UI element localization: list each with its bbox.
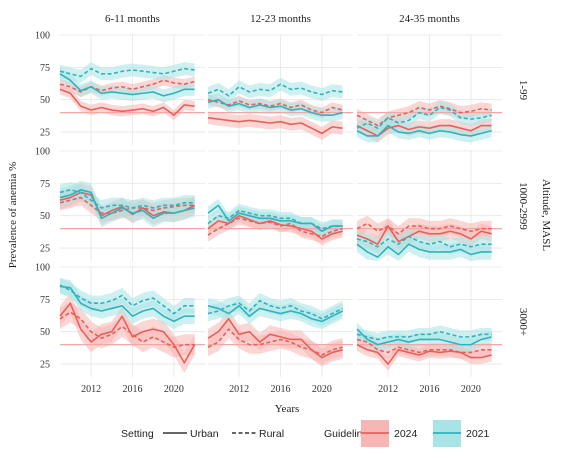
series-line-2024-rural	[207, 217, 343, 238]
row-strip-label: 1000-2999	[517, 182, 529, 230]
series-line-2024-rural	[356, 338, 492, 354]
legend-2021-label: 2021	[466, 428, 490, 440]
series-line-2024-urban	[356, 343, 492, 365]
confidence-band-2021-urban	[60, 67, 195, 103]
series-line-2024-rural	[207, 98, 343, 114]
strips-layer: 6-11 months 12-23 months 24-35 months 1-99 1…	[105, 13, 529, 336]
series-line-2021-urban	[207, 98, 343, 117]
series-line-2024-urban	[59, 302, 196, 364]
y-tick-label: 75	[40, 295, 50, 306]
y-tick-label: 100	[35, 263, 50, 274]
x-tick-label: 2016	[420, 384, 440, 395]
y-tick-label: 25	[40, 360, 50, 371]
panel	[207, 150, 353, 261]
series-line-2024-rural	[356, 105, 492, 127]
y-tick-label: 50	[40, 211, 50, 222]
series-line-2024-rural	[356, 222, 492, 235]
panel	[356, 150, 502, 261]
y-tick-label: 100	[35, 147, 50, 158]
series-line-2021-urban	[59, 73, 195, 97]
y-tick-label: 75	[40, 179, 50, 190]
confidence-band-2021-rural	[208, 77, 343, 103]
series-line-2024-rural	[59, 311, 195, 349]
panel	[207, 34, 353, 145]
series-line-2021-rural	[59, 189, 195, 209]
legend-urban-label: Urban	[190, 428, 219, 440]
series-line-2024-urban	[207, 117, 343, 135]
y-axis-title: Prevalence of anemia %	[7, 162, 19, 269]
series-line-2021-rural	[207, 299, 344, 320]
series-line-2024-urban	[207, 317, 343, 359]
confidence-band-2024-rural	[357, 99, 492, 133]
series-line-2024-urban	[356, 225, 492, 245]
series-line-2024-rural	[59, 79, 195, 93]
x-tick-label: 2016	[271, 384, 291, 395]
row-strip-label: 3000+	[517, 308, 529, 336]
x-tick-label: 2020	[312, 384, 332, 395]
y-tick-label: 25	[40, 128, 50, 139]
y-tick-label: 75	[40, 63, 50, 74]
panel	[59, 266, 205, 377]
confidence-band-2021-rural	[60, 182, 195, 216]
row-strip-label: 1-99	[517, 80, 529, 101]
legend-guideline-title: Guideline	[324, 428, 369, 440]
confidence-band-2021-rural	[357, 101, 492, 135]
series-line-2024-rural	[207, 328, 343, 356]
y-tick-label: 25	[40, 244, 50, 255]
series-line-2021-urban	[356, 124, 492, 137]
confidence-band-2024-urban	[208, 111, 343, 140]
series-line-2024-urban	[207, 214, 343, 240]
series-line-2021-rural	[356, 235, 492, 248]
confidence-band-2021-rural	[60, 277, 195, 322]
x-tick-label: 2016	[123, 384, 143, 395]
legend: Setting Urban Rural Guideline 2024 2021	[121, 420, 490, 447]
series-line-2021-rural	[356, 330, 492, 341]
series-line-2021-urban	[59, 285, 195, 323]
confidence-band-2024-rural	[60, 301, 195, 358]
series-line-2021-urban	[356, 243, 492, 258]
legend-2024-label: 2024	[394, 428, 418, 440]
confidence-band-2021-rural	[60, 62, 195, 83]
x-axis-title: Years	[275, 403, 300, 415]
x-tick-label: 2020	[164, 384, 184, 395]
column-strip-label: 24-35 months	[399, 13, 460, 25]
panels-layer	[59, 34, 502, 377]
series-line-2021-rural	[356, 106, 492, 129]
series-line-2021-urban	[356, 328, 492, 346]
y-tick-label: 100	[35, 31, 50, 42]
column-strip-label: 12-23 months	[250, 13, 311, 25]
confidence-band-2024-rural	[208, 320, 343, 365]
legend-rural-label: Rural	[259, 428, 284, 440]
confidence-band-2021-rural	[357, 228, 492, 255]
x-tick-label: 2012	[81, 384, 101, 395]
x-tick-label: 2020	[461, 384, 481, 395]
panel	[356, 266, 502, 377]
legend-setting-title: Setting	[121, 428, 154, 440]
y-tick-label: 50	[40, 95, 50, 106]
y-tick-label: 50	[40, 327, 50, 338]
confidence-band-2024-urban	[60, 84, 195, 121]
series-line-2021-urban	[207, 204, 343, 233]
row-group-title: Altitude, MASL	[540, 179, 552, 251]
column-strip-label: 6-11 months	[105, 13, 160, 25]
series-line-2021-rural	[59, 67, 195, 78]
panel	[207, 266, 353, 377]
axes-layer: 25 50 75 100 25 50 75 100 25 50 75 100 2012 2016 2020 2…	[35, 31, 481, 396]
panel	[356, 34, 502, 145]
series-line-2021-rural	[207, 83, 343, 97]
series-line-2021-urban	[207, 305, 344, 323]
series-line-2021-rural	[207, 209, 343, 230]
series-line-2024-rural	[59, 196, 195, 214]
x-tick-label: 2012	[378, 384, 398, 395]
panel	[59, 150, 205, 261]
x-tick-label: 2012	[229, 384, 249, 395]
series-line-2021-rural	[59, 284, 195, 315]
series-line-2024-urban	[59, 88, 195, 117]
series-line-2021-urban	[59, 189, 195, 220]
panel	[59, 34, 205, 145]
